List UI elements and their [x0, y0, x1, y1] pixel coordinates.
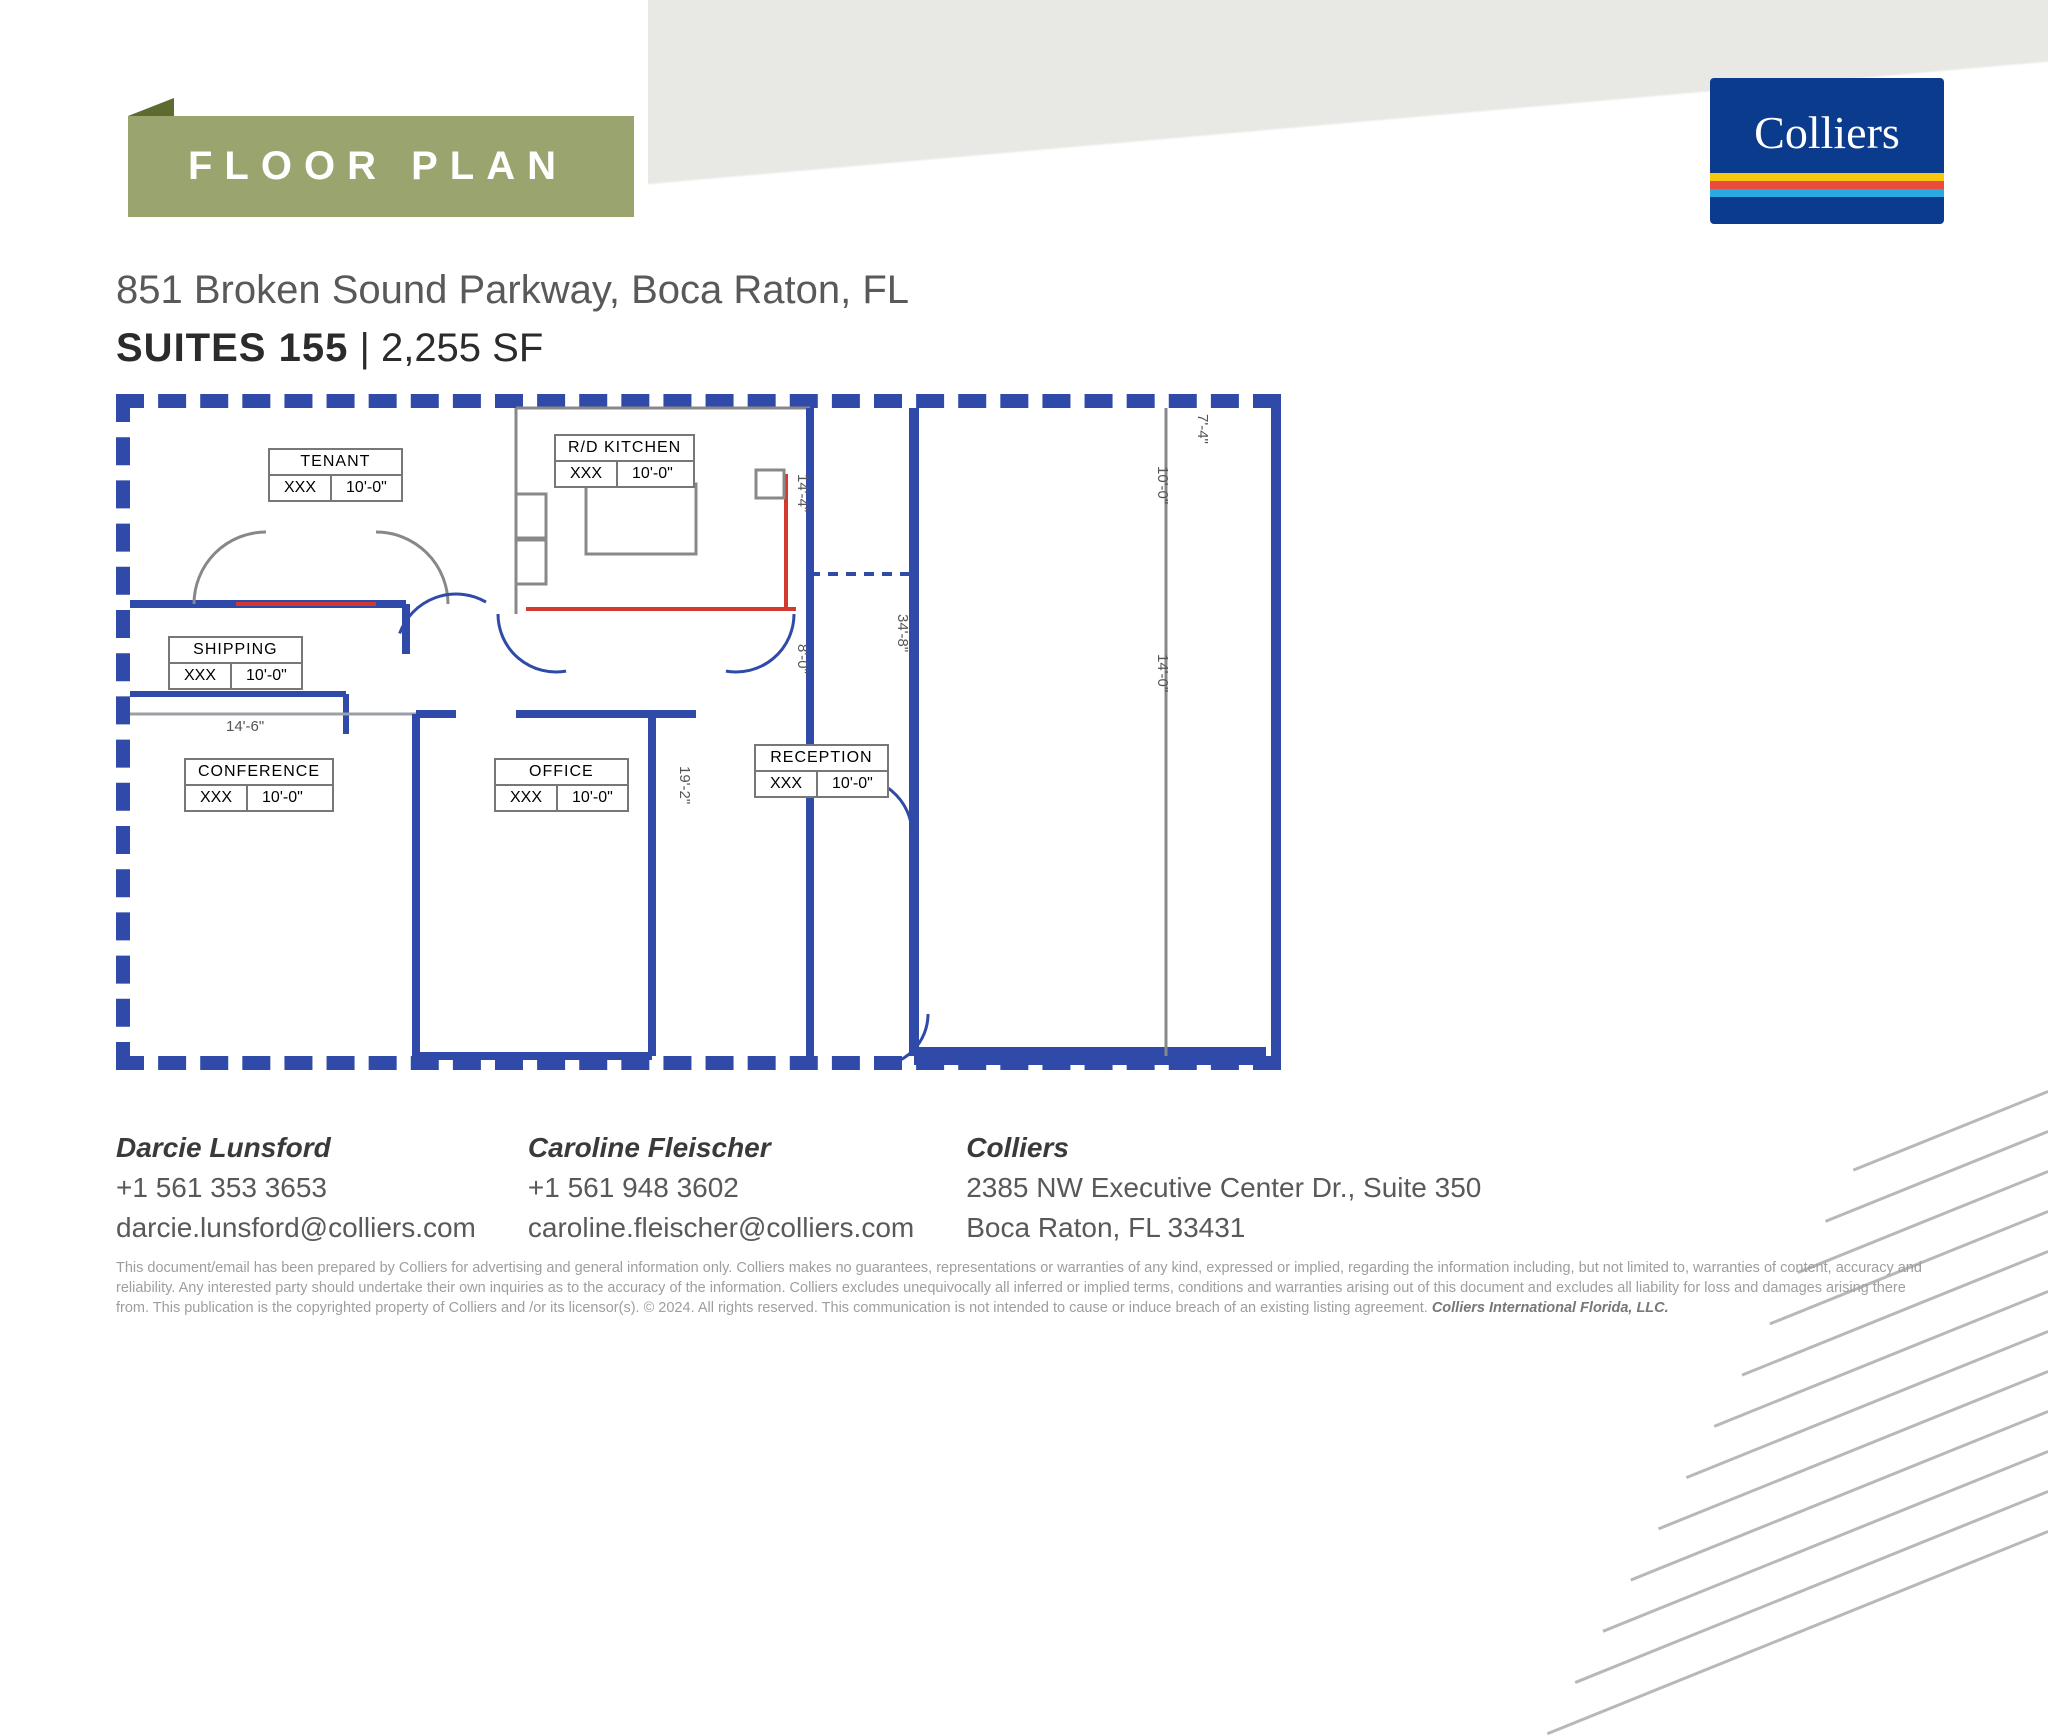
tab-fold [128, 98, 174, 116]
contact-name: Colliers [966, 1128, 1481, 1168]
dimension-label: 34'-8" [894, 614, 911, 652]
room-label: OFFICEXXX10'-0" [494, 758, 629, 812]
contact-email: Boca Raton, FL 33431 [966, 1208, 1481, 1248]
legal-entity: Colliers International Florida, LLC. [1432, 1300, 1669, 1316]
legal-disclaimer: This document/email has been prepared by… [116, 1258, 1932, 1318]
contact-name: Caroline Fleischer [528, 1128, 914, 1168]
contact-email: darcie.lunsford@colliers.com [116, 1208, 476, 1248]
contact-block: Darcie Lunsford+1 561 353 3653darcie.lun… [116, 1128, 476, 1248]
property-address: 851 Broken Sound Parkway, Boca Raton, FL [116, 268, 909, 313]
contact-phone: 2385 NW Executive Center Dr., Suite 350 [966, 1168, 1481, 1208]
contact-name: Darcie Lunsford [116, 1128, 476, 1168]
floorplan: TENANTXXX10'-0" R/D KITCHENXXX10'-0" SHIPP… [116, 394, 1281, 1070]
logo-text: Colliers [1754, 106, 1900, 159]
logo-bars [1710, 173, 1944, 197]
contact-block: Caroline Fleischer+1 561 948 3602carolin… [528, 1128, 914, 1248]
suite-sf: 2,255 SF [381, 326, 543, 370]
room-label: TENANTXXX10'-0" [268, 448, 403, 502]
dimension-label: 14'-6" [226, 718, 264, 735]
contact-block: Colliers2385 NW Executive Center Dr., Su… [966, 1128, 1481, 1248]
header-tab: FLOOR PLAN [128, 116, 634, 217]
contact-phone: +1 561 948 3602 [528, 1168, 914, 1208]
room-label: CONFERENCEXXX10'-0" [184, 758, 334, 812]
dimension-label: 10'-0" [1154, 466, 1171, 504]
suite-label: SUITES 155 [116, 326, 348, 370]
dimension-label: 8'-0" [794, 644, 811, 674]
contact-email: caroline.fleischer@colliers.com [528, 1208, 914, 1248]
colliers-logo: Colliers [1710, 78, 1944, 224]
dimension-label: 14'-4" [794, 474, 811, 512]
tab-label: FLOOR PLAN [128, 116, 634, 217]
dimension-label: 7'-4" [1194, 414, 1211, 444]
room-label: RECEPTIONXXX10'-0" [754, 744, 889, 798]
dimension-label: 14'-0" [1154, 654, 1171, 692]
suite-sep: | [348, 326, 381, 370]
property-suite: SUITES 155 | 2,255 SF [116, 326, 543, 371]
contacts-row: Darcie Lunsford+1 561 353 3653darcie.lun… [116, 1128, 1481, 1248]
room-label: R/D KITCHENXXX10'-0" [554, 434, 695, 488]
dimension-label: 19'-2" [676, 766, 693, 804]
contact-phone: +1 561 353 3653 [116, 1168, 476, 1208]
room-label: SHIPPINGXXX10'-0" [168, 636, 303, 690]
